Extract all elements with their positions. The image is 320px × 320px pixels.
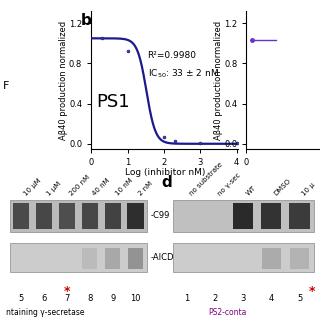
Bar — [13, 203, 29, 229]
Text: 7: 7 — [64, 294, 70, 303]
Bar — [105, 203, 121, 229]
Y-axis label: Aβ40 production normalized: Aβ40 production normalized — [59, 20, 68, 140]
Bar — [59, 203, 75, 229]
Bar — [261, 203, 282, 229]
Text: 3: 3 — [241, 294, 246, 303]
Bar — [10, 200, 147, 232]
Text: 200 nM: 200 nM — [68, 174, 91, 197]
Bar — [233, 203, 253, 229]
Text: 10: 10 — [131, 294, 141, 303]
Bar — [290, 248, 309, 269]
Text: 10 μM: 10 μM — [23, 177, 42, 197]
Bar — [83, 248, 97, 269]
Text: -AICD: -AICD — [150, 253, 174, 262]
Text: 2 nM: 2 nM — [137, 180, 154, 197]
Text: IC$_{50}$: 33 ± 2 nM: IC$_{50}$: 33 ± 2 nM — [148, 68, 219, 80]
Text: b: b — [81, 13, 92, 28]
Text: PS1: PS1 — [97, 92, 130, 111]
Text: 1 μM: 1 μM — [46, 180, 62, 197]
Text: R²=0.9980: R²=0.9980 — [148, 52, 196, 60]
Text: 8: 8 — [87, 294, 92, 303]
Text: 10 μ: 10 μ — [301, 181, 316, 197]
Text: 5: 5 — [297, 294, 302, 303]
Bar — [10, 243, 147, 272]
Text: 9: 9 — [110, 294, 116, 303]
Bar — [128, 248, 143, 269]
Bar — [262, 248, 281, 269]
Text: WT: WT — [245, 185, 257, 197]
Bar — [173, 243, 314, 272]
Bar — [289, 203, 310, 229]
Bar — [82, 203, 98, 229]
Bar — [127, 203, 144, 229]
Text: 40 nM: 40 nM — [92, 177, 111, 197]
Text: 1: 1 — [184, 294, 189, 303]
Y-axis label: Aβ40 production normalized: Aβ40 production normalized — [214, 20, 223, 140]
Text: F: F — [3, 81, 10, 92]
Text: 4: 4 — [269, 294, 274, 303]
Text: no γ-sec: no γ-sec — [217, 172, 242, 197]
Text: PS2-conta: PS2-conta — [208, 308, 246, 317]
Bar — [36, 203, 52, 229]
Text: DMSO: DMSO — [273, 178, 292, 197]
X-axis label: Log (inhibitor nM): Log (inhibitor nM) — [124, 168, 205, 177]
Text: no substrate: no substrate — [188, 162, 224, 197]
Text: 5: 5 — [19, 294, 24, 303]
Text: *: * — [309, 285, 316, 298]
Text: -C99: -C99 — [150, 212, 170, 220]
Text: d: d — [161, 175, 172, 190]
Text: ntaining γ-secretase: ntaining γ-secretase — [6, 308, 85, 317]
Bar — [173, 200, 314, 232]
Text: 2: 2 — [212, 294, 218, 303]
Bar — [105, 248, 120, 269]
Text: *: * — [64, 285, 70, 298]
Text: 10 nM: 10 nM — [115, 177, 134, 197]
Text: 6: 6 — [41, 294, 47, 303]
